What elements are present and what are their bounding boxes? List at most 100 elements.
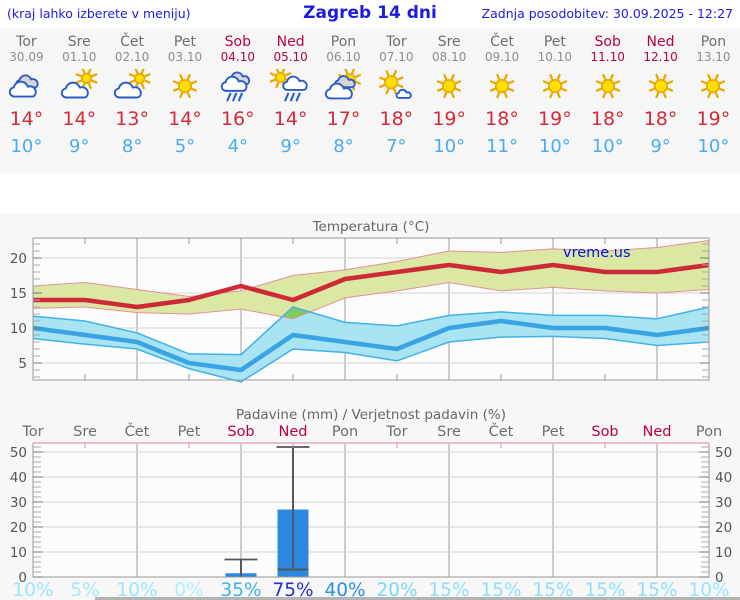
y-axis-label-left: 0 <box>18 570 27 586</box>
day-date: 12.10 <box>643 50 678 64</box>
max-band-upper-edge <box>32 240 710 298</box>
low-temp: 9° <box>69 136 90 157</box>
day-date: 09.10 <box>484 50 520 64</box>
y-axis-label-right: 40 <box>715 470 732 486</box>
y-axis-label: 5 <box>18 356 27 372</box>
day-name: Sre <box>437 34 461 50</box>
high-temp: 18° <box>643 108 678 130</box>
precip-probability: 15% <box>428 580 469 600</box>
weather-icon-box <box>687 67 740 107</box>
precipitation-chart: 0 0 10 10 20 20 30 30 40 40 50 50 Tor Sre Čet Pet Sob Ned… <box>10 407 732 600</box>
forecast-day: Ned 05.10 14° 9° <box>264 28 317 173</box>
cloudy-icon <box>9 74 40 98</box>
day-label: Ned <box>279 424 308 440</box>
weather-icon-box <box>634 67 687 107</box>
day-date: 07.10 <box>379 50 414 64</box>
precip-probability: 20% <box>376 580 417 600</box>
day-label: Tor <box>385 424 407 440</box>
y-axis-label: 10 <box>10 321 27 337</box>
plot-border <box>32 237 710 381</box>
weather-icon-box <box>264 67 317 107</box>
precip-probability: 35% <box>220 580 261 600</box>
low-temp: 5° <box>174 136 196 157</box>
page-header: (kraj lahko izberete v meniju) Zagreb 14… <box>0 0 740 28</box>
day-date: 01.10 <box>62 50 97 64</box>
max-temp-line <box>33 262 710 310</box>
day-date: 11.10 <box>590 50 625 64</box>
precip-probability: 5% <box>70 580 99 600</box>
horizontal-scrollbar[interactable] <box>95 597 740 600</box>
day-label: Sob <box>227 424 254 440</box>
precip-probability: 10% <box>116 580 157 600</box>
precip-probability: 10% <box>688 580 729 600</box>
high-temp: 19° <box>432 108 467 130</box>
high-temp: 13° <box>115 108 149 130</box>
forecast-day: Ned 12.10 18° 9° <box>634 28 687 173</box>
y-axis-label-right: 50 <box>715 445 732 461</box>
day-name: Tor <box>386 34 407 50</box>
low-temp: 10° <box>538 136 571 157</box>
precip-probability: 15% <box>636 580 677 600</box>
day-label: Čet <box>489 422 514 440</box>
low-temp: 10° <box>433 136 466 157</box>
last-update-timestamp: Zadnja posodobitev: 30.09.2025 - 12:27 <box>481 6 733 21</box>
day-label: Pon <box>332 424 358 440</box>
forecast-day: Sre 01.10 14° 9° <box>53 28 106 173</box>
forecast-day: Čet 09.10 18° 11° <box>476 28 529 173</box>
high-temp: 19° <box>538 108 572 130</box>
high-temp: 17° <box>326 108 361 130</box>
forecast-day: Tor 30.09 14° 10° <box>0 28 53 173</box>
precip-probability: 10% <box>12 580 53 600</box>
day-name: Ned <box>276 34 305 50</box>
location-menu-hint: (kraj lahko izberete v meniju) <box>7 6 191 21</box>
day-name: Tor <box>16 34 37 50</box>
day-name: Sre <box>67 34 91 50</box>
weather-icon-box <box>528 67 581 107</box>
low-temp: 4° <box>227 136 249 157</box>
day-date: 13.10 <box>696 50 731 64</box>
day-name: Čet <box>120 34 145 50</box>
day-label: Pet <box>542 424 565 440</box>
day-date: 08.10 <box>431 50 467 64</box>
forecast-day: Pet 03.10 14° 5° <box>159 28 212 173</box>
min-band-lower-edge <box>32 335 710 383</box>
day-name: Čet <box>490 34 514 50</box>
precip-probability: 15% <box>532 580 573 600</box>
forecast-day: Sob 04.10 16° 4° <box>211 28 264 173</box>
watermark[interactable]: vreme.us <box>563 245 631 261</box>
sun-rain-icon <box>269 69 308 102</box>
min-band-upper-edge <box>32 306 710 356</box>
weather-icon-box <box>423 67 476 107</box>
y-axis-label-right: 20 <box>715 520 732 536</box>
low-temp: 9° <box>650 136 671 157</box>
day-label: Pet <box>178 424 201 440</box>
y-axis-label-left: 10 <box>10 545 27 561</box>
low-temp: 8° <box>121 136 143 157</box>
forecast-day: Pet 10.10 19° 10° <box>528 28 581 173</box>
day-label: Čet <box>125 422 150 440</box>
forecast-day: Pon 06.10 17° 8° <box>317 28 370 173</box>
high-temp: 18° <box>379 108 414 130</box>
low-temp: 10° <box>10 136 43 157</box>
precip-probability: 15% <box>480 580 521 600</box>
y-axis-label-right: 0 <box>715 570 724 586</box>
low-temp: 11° <box>486 136 518 157</box>
day-name: Ned <box>646 34 675 50</box>
precip-probability: 40% <box>324 580 365 600</box>
day-name: Pon <box>700 34 727 50</box>
chart-title: Temperatura (°C) <box>312 219 430 235</box>
max-band-lower-edge <box>32 281 710 320</box>
partly-sunny-icon <box>61 69 98 99</box>
day-label: Tor <box>21 424 43 440</box>
high-temp: 14° <box>168 108 202 130</box>
y-axis-label-left: 20 <box>10 520 27 536</box>
high-temp: 14° <box>273 108 308 130</box>
day-date: 10.10 <box>537 50 573 64</box>
forecast-strip: Tor 30.09 14° 10° Sre 01.10 14° 9° Čet 02.10 13°… <box>0 28 740 173</box>
day-date: 05.10 <box>273 50 308 64</box>
sunny-icon <box>595 73 620 99</box>
precip-probability: 15% <box>584 580 625 600</box>
day-name: Sob <box>594 34 621 50</box>
day-name: Pet <box>543 34 566 50</box>
chart-title: Padavine (mm) / Verjetnost padavin (%) <box>236 407 506 423</box>
